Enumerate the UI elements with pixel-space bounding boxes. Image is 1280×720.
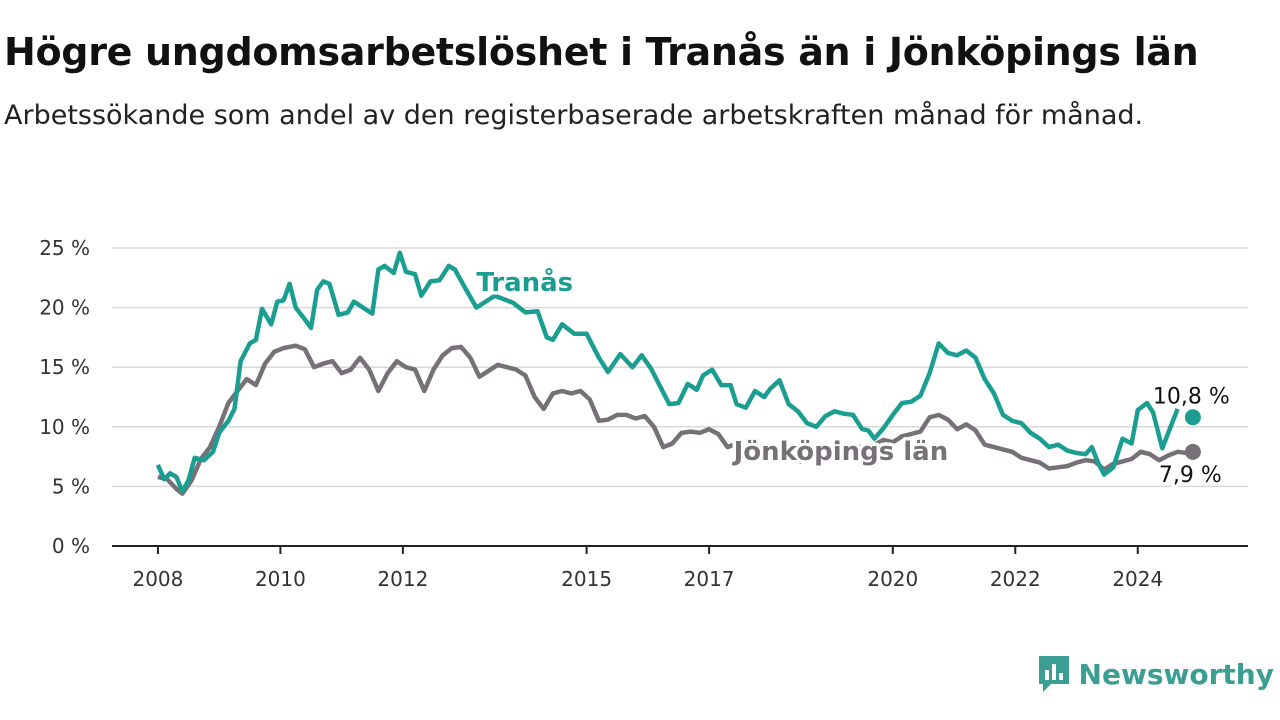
x-tick-label: 2008: [132, 567, 183, 591]
series-name-label: Tranås: [476, 266, 573, 298]
x-tick-label: 2017: [684, 567, 735, 591]
series-lines: [155, 250, 1201, 496]
chart-subtitle: Arbetssökande som andel av den registerb…: [4, 100, 1144, 131]
y-tick-label: 15 %: [39, 355, 90, 379]
series-labels: Tranås Jönköpings län 10,8 % 7,9 %: [473, 262, 1232, 490]
newsworthy-logo-icon: [1038, 656, 1069, 692]
grid-lines: [112, 247, 1248, 488]
end-point-marker: [1184, 443, 1201, 460]
series-name-label: Jönköpings län: [732, 437, 949, 467]
x-tick-label: 2022: [990, 567, 1041, 591]
brand-name: Newsworthy: [1078, 657, 1274, 691]
end-point-marker: [1184, 409, 1201, 426]
y-tick-label: 25 %: [39, 236, 90, 260]
series-line: [157, 343, 1188, 496]
x-tick-label: 2024: [1112, 567, 1163, 591]
end-value-label: 7,9 %: [1159, 463, 1222, 488]
y-tick-label: 10 %: [39, 415, 90, 439]
end-value-label: 10,8 %: [1153, 384, 1230, 409]
x-tick-label: 2010: [255, 567, 306, 591]
line-chart: 0 %5 %10 %15 %20 %25 % 2008 2010 2012 2015 2…: [39, 236, 1248, 591]
x-tick-label: 2015: [561, 567, 612, 591]
x-tick-label: 2012: [377, 567, 428, 591]
y-tick-label: 5 %: [52, 474, 90, 498]
y-tick-label: 20 %: [39, 296, 90, 320]
y-axis-ticks: 0 % 5 % 10 % 15 % 20 % 25 %: [39, 236, 90, 558]
series-line: [155, 250, 1180, 494]
x-tick-label: 2020: [867, 567, 918, 591]
x-axis-ticks: 2008 2010 2012 2015 2017 2020 2022 2024: [112, 545, 1248, 591]
chart-title: Högre ungdomsarbetslöshet i Tranås än i …: [4, 30, 1199, 74]
y-tick-label: 0 %: [52, 534, 90, 558]
brand-logo: Newsworthy: [1037, 654, 1274, 694]
